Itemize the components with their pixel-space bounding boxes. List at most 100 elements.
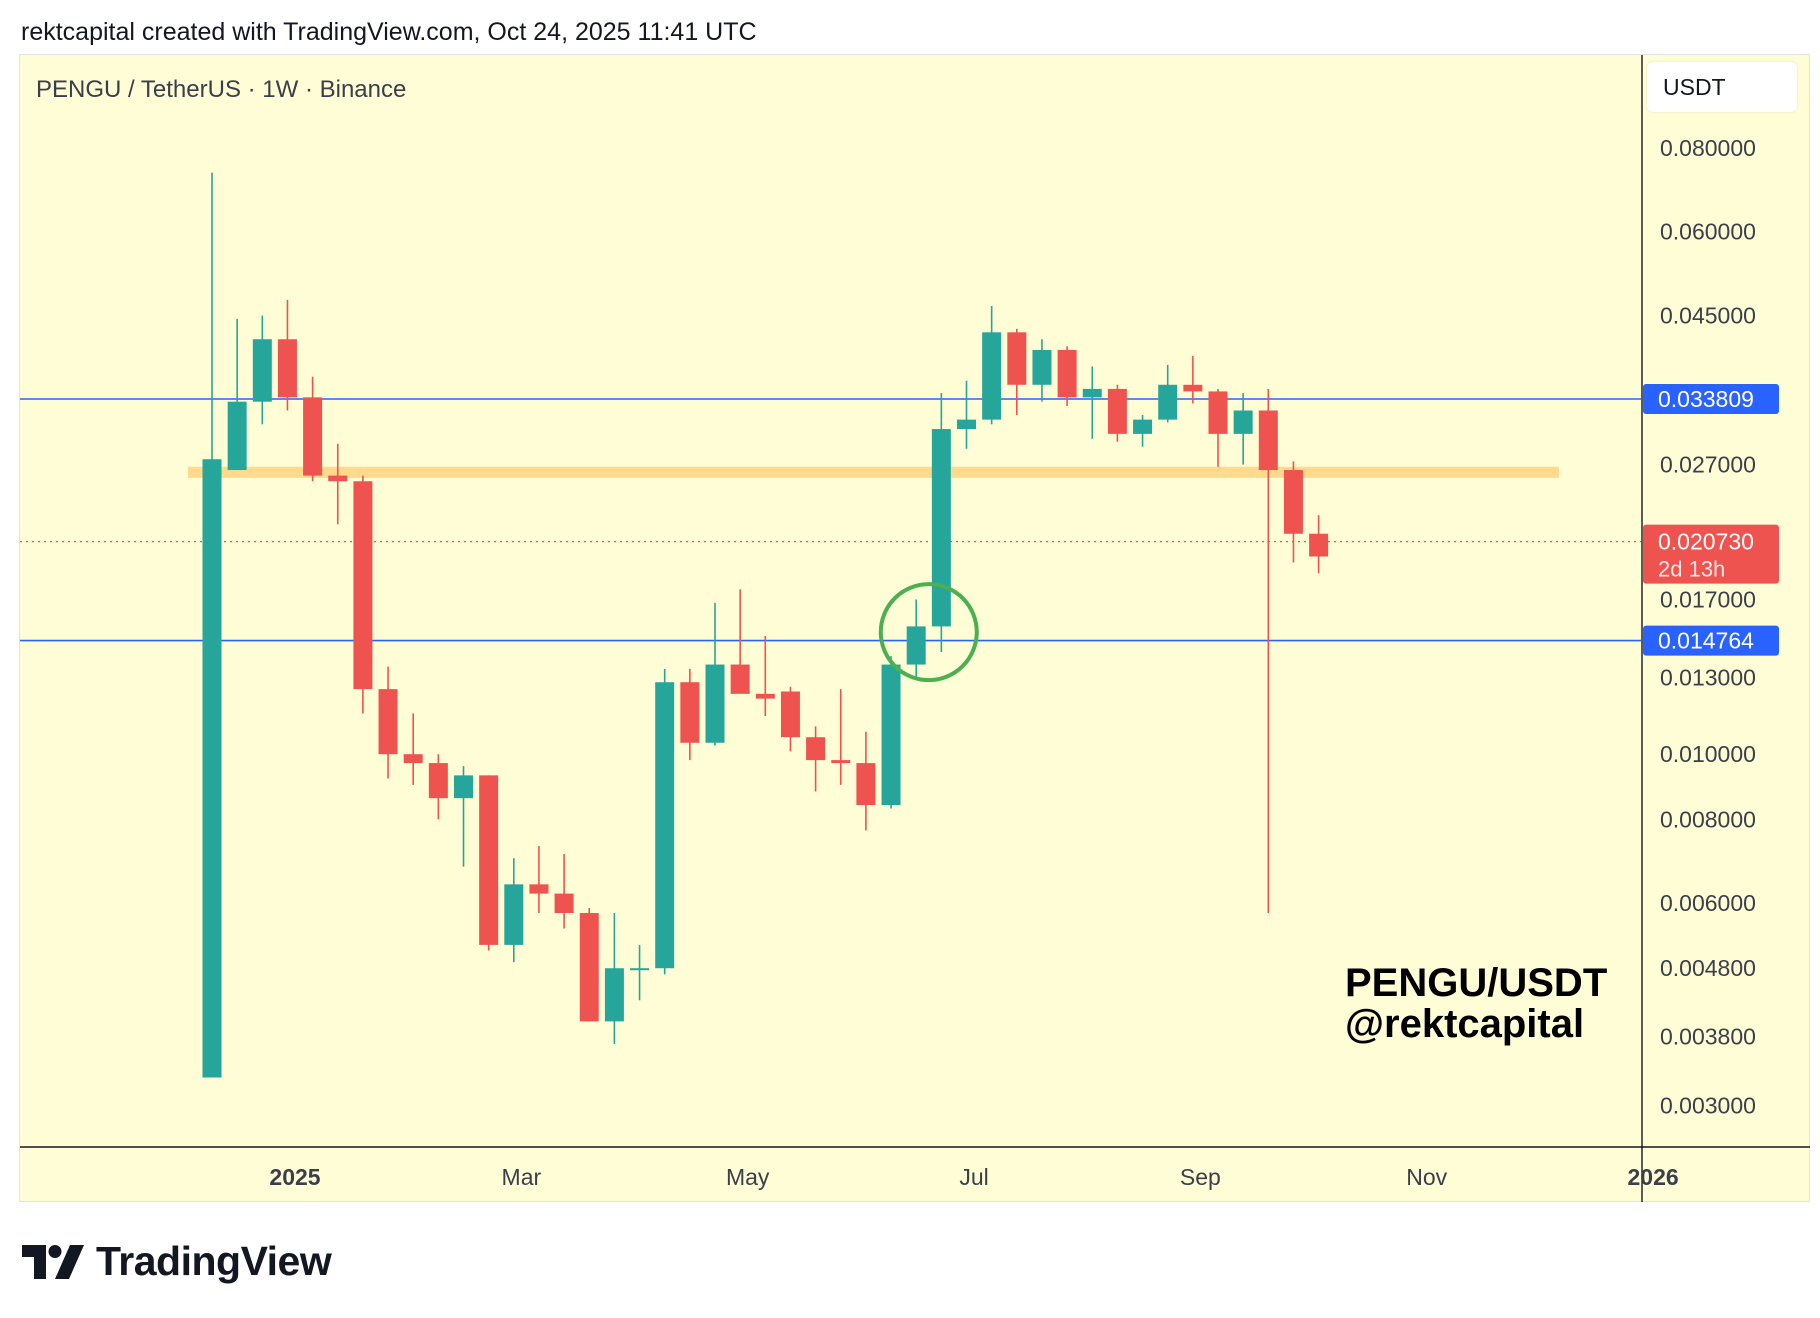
candle-body	[806, 737, 826, 761]
time-tick-label: 2025	[269, 1164, 320, 1190]
price-tick-label: 0.080000	[1660, 135, 1756, 161]
candle	[680, 668, 700, 761]
candle	[780, 686, 800, 752]
level-price-label: 0.014764	[1658, 628, 1754, 654]
candle-body	[227, 401, 247, 471]
candle	[755, 635, 775, 716]
price-tick-label: 0.017000	[1660, 586, 1756, 612]
candle	[252, 315, 272, 425]
candle	[428, 754, 448, 820]
price-tick-label: 0.010000	[1660, 741, 1756, 767]
candle	[957, 380, 976, 449]
candle-body	[1007, 332, 1027, 385]
candle	[630, 944, 650, 1001]
price-tick-label: 0.013000	[1660, 665, 1756, 691]
price-tick-label: 0.060000	[1660, 219, 1756, 245]
time-tick-label: Jul	[959, 1164, 988, 1190]
candle	[1183, 355, 1203, 404]
candle	[454, 766, 473, 867]
price-tick-label: 0.045000	[1660, 303, 1756, 329]
candle-body	[328, 475, 348, 482]
candle	[403, 713, 423, 785]
candle-body	[730, 664, 750, 694]
candle-body	[1309, 533, 1329, 557]
candle	[931, 393, 951, 652]
chart-watermark: PENGU/USDT @rektcapital	[1345, 963, 1607, 1045]
candle	[1208, 388, 1228, 467]
candle-body	[831, 760, 851, 764]
candle-body	[1082, 388, 1102, 398]
price-tick-label: 0.006000	[1660, 890, 1756, 916]
candle-body	[303, 397, 323, 476]
candle-body	[1158, 384, 1178, 420]
candle-body	[1057, 349, 1077, 398]
chart-credit: rektcapital created with TradingView.com…	[21, 18, 757, 46]
time-tick-label: May	[726, 1164, 770, 1190]
symbol-title: PENGU / TetherUS · 1W · Binance	[36, 76, 407, 103]
candle-body	[504, 884, 524, 945]
candle-body	[1283, 470, 1303, 534]
candle-body	[378, 689, 398, 755]
tradingview-logo[interactable]: TradingView	[22, 1238, 332, 1285]
tradingview-logo-icon	[22, 1244, 84, 1279]
candle-body	[906, 626, 926, 665]
candle-body	[1133, 419, 1153, 434]
candle	[1133, 415, 1153, 447]
price-tick-label: 0.003800	[1660, 1023, 1756, 1049]
candle-body	[202, 459, 222, 1078]
candle	[705, 602, 725, 746]
candle	[378, 666, 398, 779]
candle	[529, 845, 549, 914]
level-price-tag	[1643, 625, 1779, 656]
candle-body	[579, 913, 599, 1022]
candle	[579, 908, 599, 1022]
candle-body	[931, 429, 951, 627]
candle	[881, 656, 901, 809]
candle-body	[428, 763, 448, 799]
time-tick-label: Sep	[1180, 1164, 1221, 1190]
candle	[1107, 384, 1127, 442]
price-tick-label: 0.008000	[1660, 806, 1756, 832]
candle	[1283, 461, 1303, 563]
candle-body	[1032, 349, 1052, 385]
candle-body	[403, 754, 423, 764]
candle-body	[655, 682, 675, 969]
bar-countdown-label: 2d 13h	[1658, 557, 1725, 582]
candle	[730, 589, 750, 694]
candle	[1032, 339, 1052, 402]
candle	[906, 599, 926, 678]
candle-body	[1107, 388, 1127, 434]
candle	[831, 689, 851, 785]
highlight-circle	[878, 582, 979, 683]
candle-body	[1208, 391, 1228, 434]
candle-body	[1233, 410, 1253, 434]
candle	[277, 299, 297, 411]
candle	[1057, 346, 1077, 407]
candle	[604, 913, 624, 1045]
candle	[1258, 388, 1278, 914]
watermark-line-1: PENGU/USDT	[1345, 961, 1608, 1005]
candle-body	[680, 682, 700, 743]
candle	[1082, 366, 1102, 439]
candle-body	[957, 419, 976, 430]
candle-body	[705, 664, 725, 743]
candle	[353, 475, 373, 714]
candle-body	[252, 339, 272, 402]
candle	[227, 318, 247, 471]
candle-body	[755, 693, 775, 699]
candle	[1158, 364, 1178, 423]
time-tick-label: Nov	[1406, 1164, 1447, 1190]
candle	[856, 731, 876, 831]
candle-body	[554, 893, 574, 914]
candle	[202, 172, 222, 1078]
candle	[554, 854, 574, 929]
candle-body	[982, 332, 1002, 420]
current-price-label: 0.020730	[1658, 529, 1754, 555]
candle-body	[856, 763, 876, 806]
candle-body	[479, 775, 499, 945]
currency-selector[interactable]: USDT	[1647, 62, 1797, 112]
candle	[806, 726, 826, 792]
candle-body	[881, 664, 901, 806]
level-price-tag	[1643, 384, 1779, 415]
